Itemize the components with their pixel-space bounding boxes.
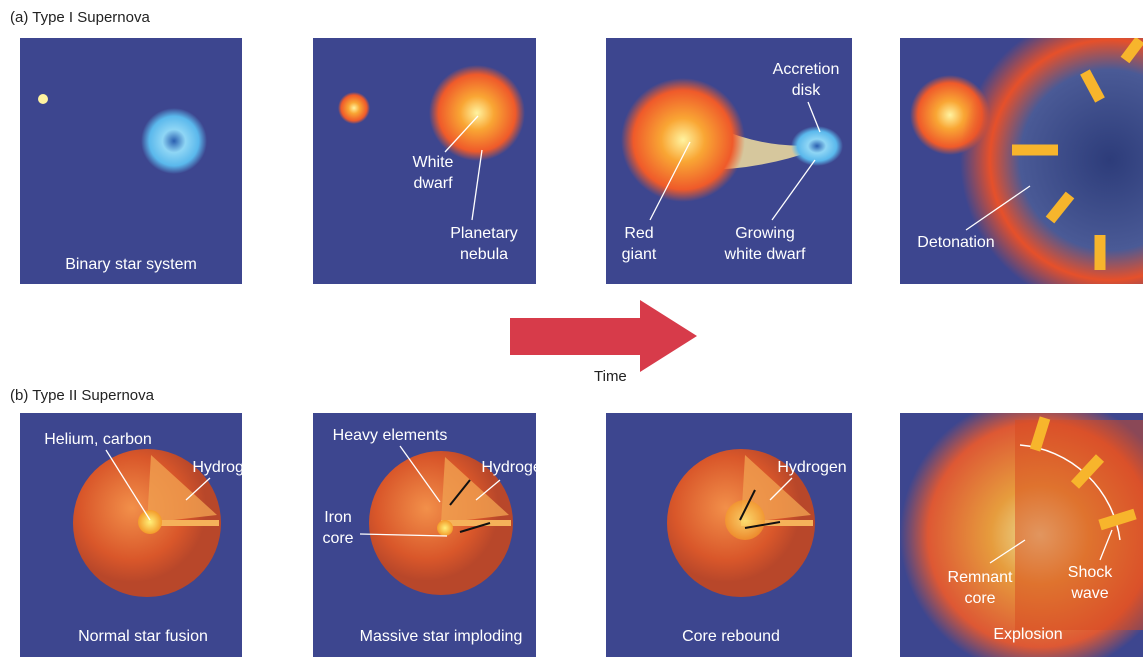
label: Shock: [1068, 564, 1113, 581]
arrow: [1080, 69, 1105, 103]
section-title: (a) Type I Supernova: [10, 9, 150, 26]
arrow: [739, 489, 756, 521]
label: nebula: [460, 246, 508, 263]
arrow: [1098, 508, 1137, 531]
panel: Binary star system: [20, 38, 242, 284]
label: Detonation: [917, 234, 994, 251]
star: [338, 92, 370, 124]
core: [138, 510, 162, 534]
cutaway: [147, 455, 217, 523]
panel: Core rebound Hydrogen: [606, 413, 852, 657]
label: Heavy elements: [333, 427, 448, 444]
caption: Normal star fusion: [78, 628, 208, 645]
label: Accretion: [773, 61, 840, 78]
leader-line: [359, 533, 448, 537]
star: [38, 94, 48, 104]
core: [437, 520, 453, 536]
panel: Accretion disk Red giant Growing white dwarf: [606, 38, 852, 284]
leader-line: [475, 479, 501, 501]
label: Helium, carbon: [44, 431, 152, 448]
arrow: [459, 522, 491, 533]
accretion-disk: [791, 126, 843, 166]
white-dwarf-nebula: [141, 108, 207, 174]
leader-line: [1099, 529, 1113, 561]
caption: Massive star imploding: [360, 628, 523, 645]
leader-line: [965, 185, 1031, 231]
label: giant: [622, 246, 657, 263]
label: Planetary: [450, 225, 518, 242]
label: disk: [792, 82, 821, 99]
label: Growing: [735, 225, 795, 242]
arrow: [449, 479, 471, 506]
label: white dwarf: [724, 246, 806, 263]
core: [725, 500, 765, 540]
red-giant: [621, 78, 745, 202]
label: dwarf: [413, 175, 453, 192]
leader-line: [649, 141, 691, 221]
arrow: [1070, 454, 1105, 489]
panel: White dwarf Planetary nebula: [313, 38, 536, 284]
label: wave: [1070, 585, 1108, 602]
arrow: [744, 521, 781, 529]
time-label: Time: [594, 368, 627, 385]
leader-line: [399, 445, 441, 503]
label: core: [322, 530, 353, 547]
arrow: [1120, 38, 1143, 64]
label: Hydrogen: [481, 459, 550, 476]
leader-line: [771, 159, 816, 221]
cutaway-band: [147, 520, 219, 526]
leader-line: [807, 101, 821, 133]
caption: Core rebound: [682, 628, 780, 645]
leader-line: [471, 149, 483, 221]
leader-line: [444, 115, 479, 153]
arrow: [1045, 191, 1075, 224]
label: Hydrogen: [192, 459, 261, 476]
label: Remnant: [948, 569, 1013, 586]
cutaway: [1015, 420, 1143, 630]
panel: Normal star fusion Helium, carbon Hydrogen: [20, 413, 261, 657]
caption: Binary star system: [65, 256, 197, 273]
panel: Detonation: [900, 38, 1143, 284]
panel: Explosion Remnant core Shock wave: [900, 413, 1143, 657]
panel-bg: [20, 38, 242, 284]
arrow: [1029, 416, 1051, 452]
panel: Massive star imploding Heavy elements Hydr…: [313, 413, 550, 657]
planetary-nebula: [429, 65, 525, 161]
label: core: [964, 590, 995, 607]
label: Hydrogen: [777, 459, 846, 476]
leader-line: [105, 449, 151, 521]
leader-line: [185, 477, 211, 501]
cutaway-band: [441, 520, 511, 526]
leader-line: [769, 477, 793, 501]
label: Red: [624, 225, 653, 242]
label: White: [413, 154, 454, 171]
caption: Explosion: [993, 626, 1062, 643]
label: Iron: [324, 509, 352, 526]
cutaway: [441, 457, 509, 523]
section-title: (b) Type II Supernova: [10, 387, 155, 404]
leader-line: [989, 539, 1026, 564]
time-arrow: [510, 300, 697, 372]
